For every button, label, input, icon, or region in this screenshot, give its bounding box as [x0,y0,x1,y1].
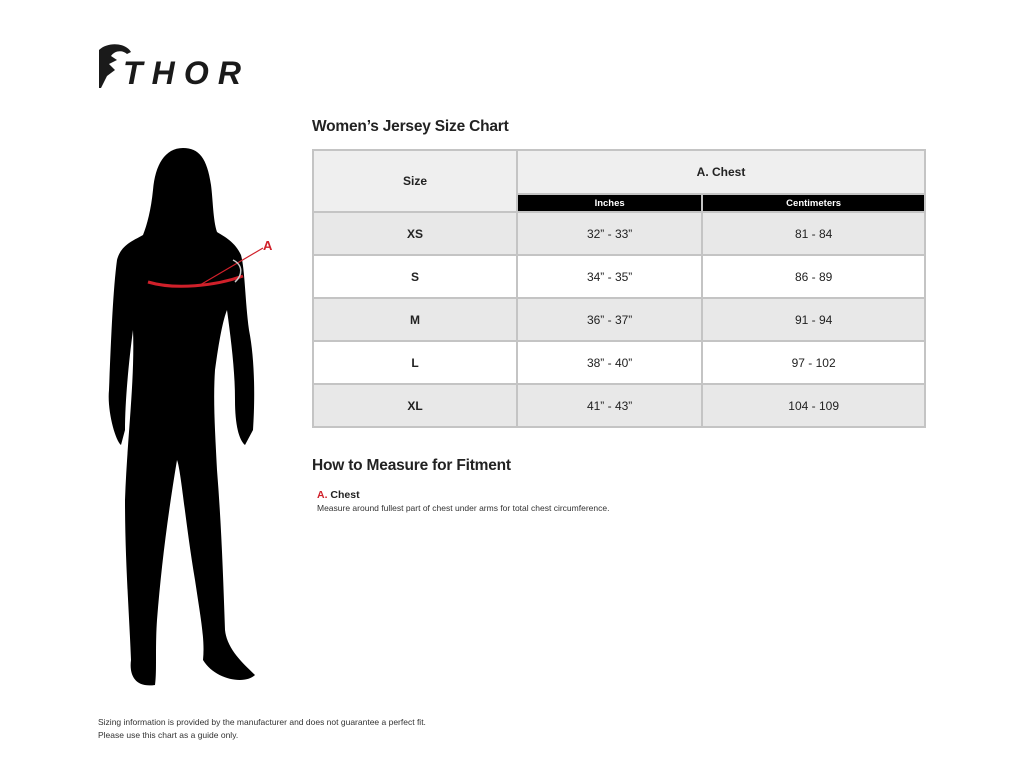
inches-cell: 32” - 33” [515,211,704,256]
measure-name: Chest [330,489,360,501]
size-cell: S [312,254,518,299]
measure-title: How to Measure for Fitment [312,457,511,474]
measure-description: Measure around fullest part of chest und… [317,503,610,513]
chart-title: Women’s Jersey Size Chart [312,118,509,135]
size-cell: M [312,297,518,342]
centimeters-header: Centimeters [701,193,926,213]
inches-cell: 34” - 35” [515,254,704,299]
table-row: L 38” - 40” 97 - 102 [312,340,926,385]
table-row: XS 32” - 33” 81 - 84 [312,211,926,256]
measure-letter: A. [317,489,328,501]
cm-cell: 104 - 109 [701,383,926,428]
thor-logo: THOR [99,44,241,91]
size-cell: XL [312,383,518,428]
table-row: XL 41” - 43” 104 - 109 [312,383,926,428]
inches-cell: 38” - 40” [515,340,704,385]
cm-cell: 97 - 102 [701,340,926,385]
disclaimer-line-2: Please use this chart as a guide only. [98,730,239,740]
inches-header: Inches [515,193,704,213]
size-cell: L [312,340,518,385]
table-row: M 36” - 37” 91 - 94 [312,297,926,342]
size-header: Size [312,149,518,213]
inches-cell: 36” - 37” [515,297,704,342]
cm-cell: 86 - 89 [701,254,926,299]
inches-cell: 41” - 43” [515,383,704,428]
size-table: Size A. Chest Inches Centimeters XS 32” -… [312,149,926,428]
marker-label: A [263,238,273,253]
svg-text:THOR: THOR [123,55,241,91]
chest-header: A. Chest [516,149,926,195]
table-row: S 34” - 35” 86 - 89 [312,254,926,299]
measure-item-label: A. Chest [317,489,360,501]
disclaimer-line-1: Sizing information is provided by the ma… [98,717,426,727]
size-cell: XS [312,211,518,256]
woman-silhouette: A [108,148,273,686]
cm-cell: 81 - 84 [701,211,926,256]
cm-cell: 91 - 94 [701,297,926,342]
